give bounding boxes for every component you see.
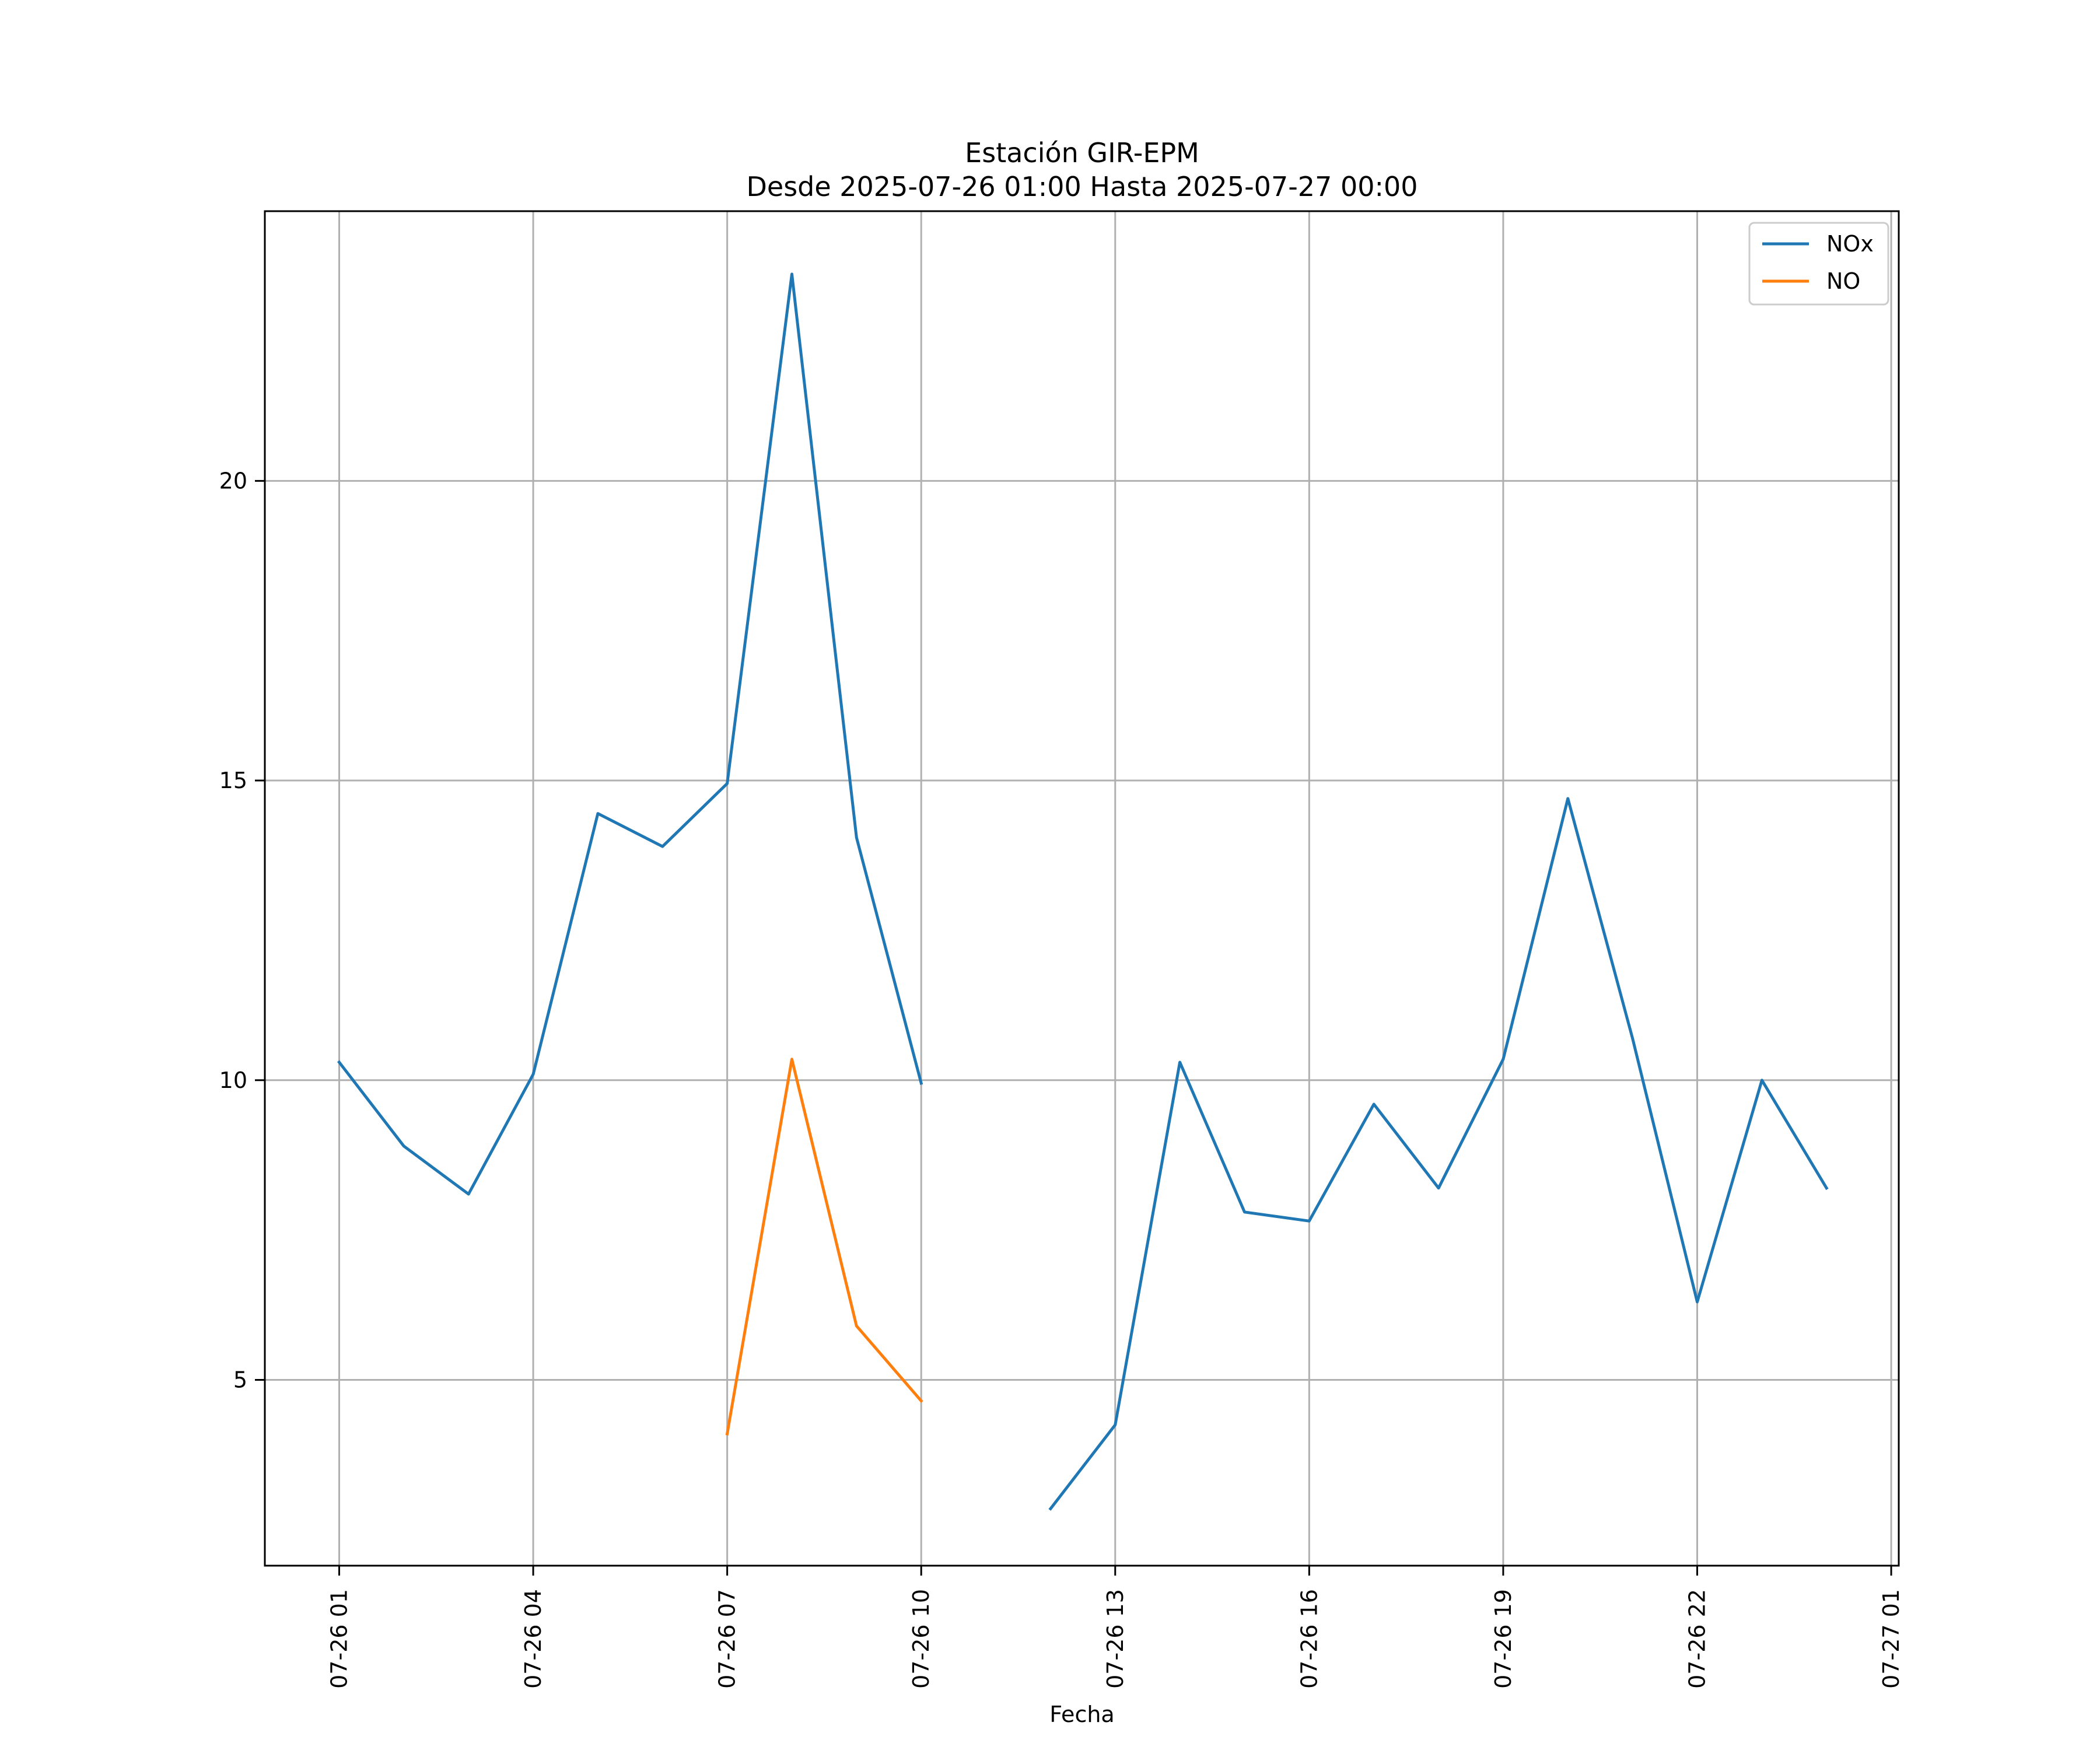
legend-label-no: NO xyxy=(1826,268,1860,294)
x-axis-ticks: 07-26 01 07-26 04 07-26 07 07-26 10 07-26 13… xyxy=(326,1566,1904,1689)
x-tick-label: 07-26 07 xyxy=(715,1589,740,1689)
x-tick-label: 07-26 13 xyxy=(1102,1589,1128,1689)
x-tick-label: 07-26 01 xyxy=(326,1589,352,1689)
x-tick-label: 07-26 22 xyxy=(1684,1589,1710,1689)
series-lines xyxy=(337,272,1829,1511)
chart-title: Estación GIR-EPM xyxy=(965,137,1199,169)
chart-subtitle: Desde 2025-07-26 01:00 Hasta 2025-07-27 … xyxy=(746,171,1418,202)
x-axis-label: Fecha xyxy=(1049,1702,1114,1727)
legend-label-nox: NOx xyxy=(1826,231,1874,257)
plot-frame xyxy=(264,210,1900,1567)
legend: NOx NO xyxy=(1748,222,1889,306)
x-tick-label: 07-26 10 xyxy=(908,1589,934,1689)
grid xyxy=(265,211,1899,1566)
x-tick-label: 07-26 16 xyxy=(1296,1589,1322,1689)
x-tick-label: 07-27 01 xyxy=(1878,1589,1904,1689)
y-axis-ticks: 5 10 15 20 xyxy=(219,468,265,1392)
series-line-no xyxy=(725,1058,923,1436)
x-tick-label: 07-26 19 xyxy=(1490,1589,1516,1689)
y-tick-label: 20 xyxy=(219,468,247,494)
y-tick-label: 10 xyxy=(219,1068,247,1093)
y-tick-label: 15 xyxy=(219,768,247,793)
y-tick-label: 5 xyxy=(233,1367,247,1392)
x-tick-label: 07-26 04 xyxy=(520,1589,546,1689)
series-line-nox xyxy=(337,272,1829,1511)
